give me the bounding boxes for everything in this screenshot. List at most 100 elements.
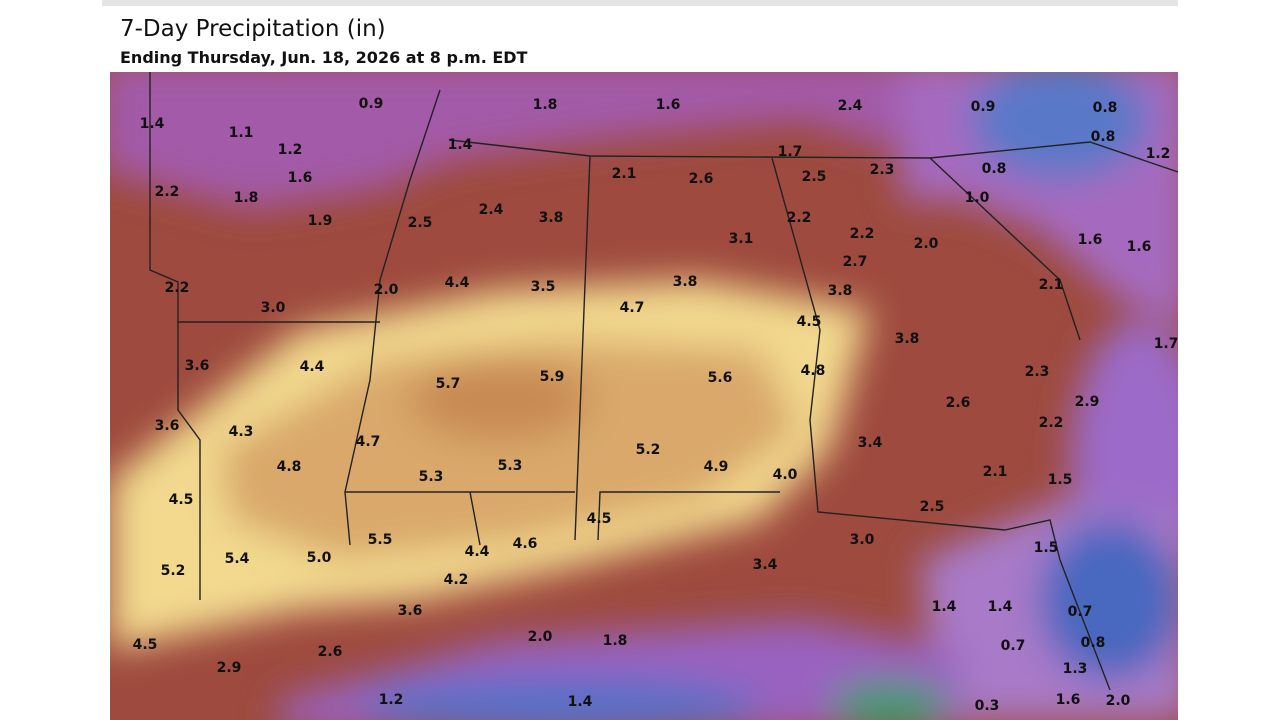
precip-label: 1.5 xyxy=(1034,540,1059,556)
precip-label: 4.7 xyxy=(356,434,381,450)
precip-label: 3.8 xyxy=(539,210,564,226)
precip-label: 1.9 xyxy=(308,213,333,229)
precip-label: 3.1 xyxy=(729,231,754,247)
precip-label: 0.8 xyxy=(1093,100,1118,116)
precip-label: 2.0 xyxy=(374,282,399,298)
precip-label: 0.9 xyxy=(971,99,996,115)
precip-label: 2.6 xyxy=(318,644,343,660)
precip-label: 4.9 xyxy=(704,459,729,475)
precip-label: 1.7 xyxy=(778,144,803,160)
precip-label: 1.4 xyxy=(932,599,957,615)
precip-label: 4.5 xyxy=(587,511,612,527)
precip-label: 5.0 xyxy=(307,550,332,566)
precip-label: 5.5 xyxy=(368,532,393,548)
precip-label: 2.5 xyxy=(408,215,433,231)
precip-label: 2.5 xyxy=(920,499,945,515)
precip-label: 0.8 xyxy=(1081,635,1106,651)
precip-label: 4.2 xyxy=(444,572,469,588)
precip-label: 1.4 xyxy=(448,137,473,153)
precip-label: 2.9 xyxy=(217,660,242,676)
precip-label: 4.4 xyxy=(465,544,490,560)
precip-label: 4.3 xyxy=(229,424,254,440)
precip-label: 2.0 xyxy=(914,236,939,252)
precip-label: 3.4 xyxy=(753,557,778,573)
precip-label: 2.0 xyxy=(528,629,553,645)
precip-label: 2.6 xyxy=(689,171,714,187)
precip-label: 4.8 xyxy=(801,363,826,379)
precip-label: 4.5 xyxy=(133,637,158,653)
precip-label: 3.6 xyxy=(185,358,210,374)
precip-label: 1.0 xyxy=(965,190,990,206)
precip-label: 0.8 xyxy=(982,161,1007,177)
precip-label: 5.4 xyxy=(225,551,250,567)
precip-label: 5.6 xyxy=(708,370,733,386)
precip-label: 2.7 xyxy=(843,254,868,270)
precip-label: 2.6 xyxy=(946,395,971,411)
precip-label: 1.2 xyxy=(379,692,404,708)
precip-label: 4.4 xyxy=(300,359,325,375)
precip-label: 1.2 xyxy=(1146,146,1171,162)
precip-label: 1.6 xyxy=(288,170,313,186)
precip-label: 1.5 xyxy=(1048,472,1073,488)
precip-label: 3.6 xyxy=(155,418,180,434)
precip-label: 1.4 xyxy=(140,116,165,132)
precip-label: 4.4 xyxy=(445,275,470,291)
precip-label: 4.0 xyxy=(773,467,798,483)
precip-label: 5.7 xyxy=(436,376,461,392)
precip-label: 1.1 xyxy=(229,125,254,141)
precip-label: 3.8 xyxy=(895,331,920,347)
precip-label: 0.9 xyxy=(359,96,384,112)
precip-label: 1.4 xyxy=(568,694,593,710)
precip-label: 5.2 xyxy=(636,442,661,458)
precip-shading xyxy=(110,72,1178,720)
precip-label: 2.1 xyxy=(983,464,1008,480)
precip-label: 5.9 xyxy=(540,369,565,385)
precip-label: 4.5 xyxy=(169,492,194,508)
precip-label: 4.5 xyxy=(797,314,822,330)
precip-label: 1.6 xyxy=(1056,692,1081,708)
precip-label: 0.7 xyxy=(1068,604,1093,620)
precip-label: 3.8 xyxy=(828,283,853,299)
precip-label: 1.6 xyxy=(656,97,681,113)
top-bar xyxy=(102,0,1178,6)
precip-label: 5.3 xyxy=(419,469,444,485)
precip-label: 5.2 xyxy=(161,563,186,579)
precip-label: 1.4 xyxy=(988,599,1013,615)
precip-label: 2.2 xyxy=(787,210,812,226)
precip-label: 3.0 xyxy=(850,532,875,548)
precip-label: 2.2 xyxy=(850,226,875,242)
precip-label: 4.7 xyxy=(620,300,645,316)
precip-label: 4.6 xyxy=(513,536,538,552)
precip-label: 2.4 xyxy=(838,98,863,114)
precip-label: 1.2 xyxy=(278,142,303,158)
precip-label: 1.3 xyxy=(1063,661,1088,677)
precip-label: 2.4 xyxy=(479,202,504,218)
precip-label: 2.2 xyxy=(165,280,190,296)
precip-label: 5.3 xyxy=(498,458,523,474)
map-title: 7-Day Precipitation (in) xyxy=(120,16,386,42)
precip-label: 1.8 xyxy=(603,633,628,649)
precip-label: 3.4 xyxy=(858,435,883,451)
precip-label: 2.0 xyxy=(1106,693,1131,709)
precip-label: 1.6 xyxy=(1078,232,1103,248)
map-subtitle: Ending Thursday, Jun. 18, 2026 at 8 p.m.… xyxy=(120,48,528,67)
precip-label: 2.1 xyxy=(612,166,637,182)
precip-label: 2.1 xyxy=(1039,277,1064,293)
precip-label: 2.3 xyxy=(870,162,895,178)
precip-label: 1.8 xyxy=(234,190,259,206)
precip-label: 0.7 xyxy=(1001,638,1026,654)
precip-label: 2.2 xyxy=(1039,415,1064,431)
precip-label: 2.9 xyxy=(1075,394,1100,410)
precip-label: 2.3 xyxy=(1025,364,1050,380)
precip-label: 0.8 xyxy=(1091,129,1116,145)
precip-label: 3.5 xyxy=(531,279,556,295)
precip-label: 3.0 xyxy=(261,300,286,316)
precip-label: 2.2 xyxy=(155,184,180,200)
precip-label: 1.8 xyxy=(533,97,558,113)
precip-label: 1.7 xyxy=(1154,336,1179,352)
precip-label: 2.5 xyxy=(802,169,827,185)
precip-label: 3.6 xyxy=(398,603,423,619)
precip-label: 4.8 xyxy=(277,459,302,475)
